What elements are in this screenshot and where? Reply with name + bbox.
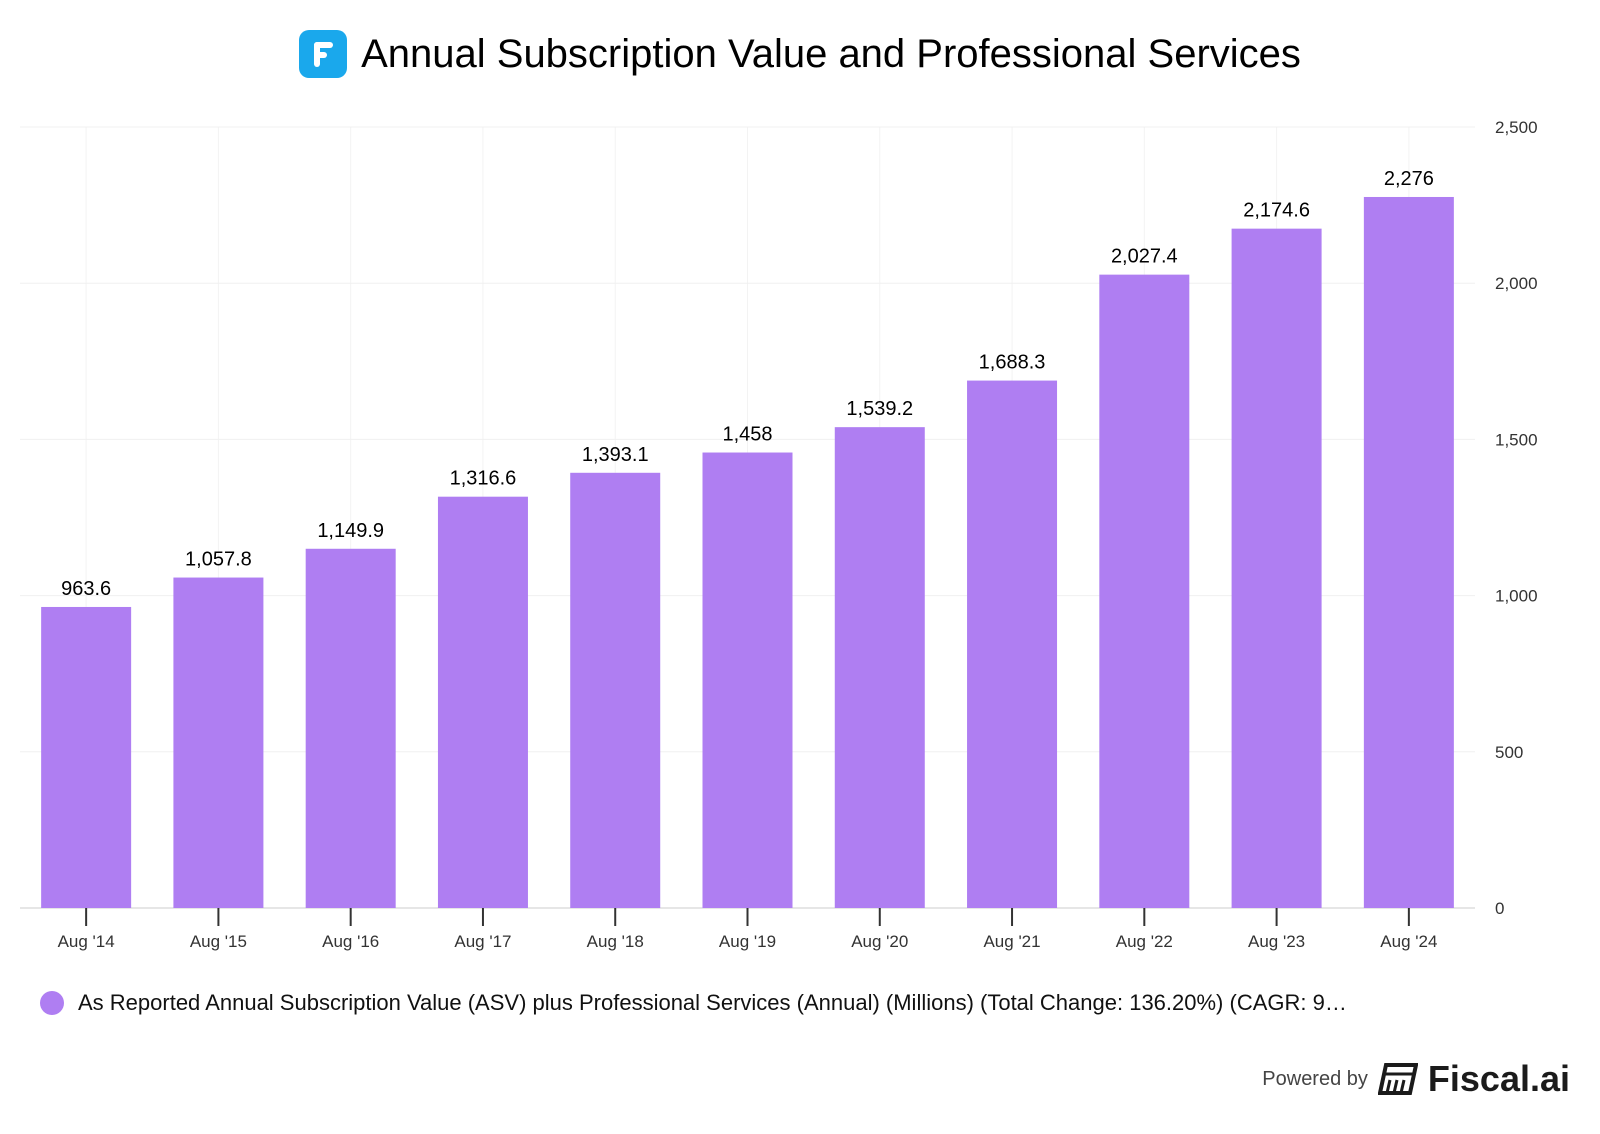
y-tick-label: 1,500 [1495, 430, 1538, 449]
x-tick-label: Aug '17 [454, 932, 511, 951]
x-tick-label: Aug '20 [851, 932, 908, 951]
bar[interactable] [173, 577, 264, 908]
bar[interactable] [41, 606, 132, 908]
fiscal-brand-icon [1377, 1063, 1418, 1095]
data-label: 1,458 [722, 424, 772, 446]
brand-name: Fiscal.ai [1427, 1058, 1570, 1099]
y-tick-label: 2,000 [1495, 274, 1538, 293]
x-tick-label: Aug '24 [1380, 932, 1437, 951]
x-tick-label: Aug '14 [58, 932, 115, 951]
bar[interactable] [305, 548, 396, 908]
legend-label: As Reported Annual Subscription Value (A… [78, 990, 1347, 1015]
powered-by-label: Powered by [1262, 1067, 1368, 1090]
footer: Powered by Fiscal.ai [1262, 1058, 1570, 1100]
data-label: 2,027.4 [1111, 246, 1178, 268]
x-tick-label: Aug '15 [190, 932, 247, 951]
bar-chart: 0 500 1,000 1,500 2,000 2,500 963.6 Aug '14 1,05… [20, 118, 1538, 951]
bar[interactable] [702, 452, 793, 908]
legend[interactable]: As Reported Annual Subscription Value (A… [40, 990, 1347, 1016]
y-tick-label: 0 [1495, 899, 1504, 918]
x-tick-label: Aug '18 [587, 932, 644, 951]
bar[interactable] [1231, 228, 1322, 908]
y-tick-label: 1,000 [1495, 587, 1538, 606]
data-label: 2,174.6 [1243, 200, 1310, 222]
y-tick-label: 500 [1495, 743, 1523, 762]
data-label: 2,276 [1384, 168, 1434, 190]
bar[interactable] [1363, 196, 1454, 908]
x-tick-label: Aug '22 [1116, 932, 1173, 951]
bar[interactable] [570, 472, 661, 908]
x-tick-label: Aug '21 [983, 932, 1040, 951]
bar[interactable] [1099, 274, 1190, 908]
x-tick-label: Aug '16 [322, 932, 379, 951]
bar[interactable] [437, 496, 528, 908]
bar[interactable] [967, 380, 1058, 908]
chart-title: Annual Subscription Value and Profession… [0, 30, 1600, 78]
fiscal-logo-icon [299, 30, 348, 78]
data-label: 1,057.8 [185, 549, 252, 571]
data-label: 1,316.6 [450, 468, 517, 490]
data-label: 1,539.2 [846, 398, 913, 420]
title-text: Annual Subscription Value and Profession… [361, 31, 1301, 76]
data-label: 1,149.9 [317, 520, 384, 542]
x-tick-label: Aug '19 [719, 932, 776, 951]
x-tick-label: Aug '23 [1248, 932, 1305, 951]
data-label: 963.6 [61, 578, 111, 600]
data-label: 1,688.3 [979, 352, 1046, 374]
data-label: 1,393.1 [582, 444, 649, 466]
bar[interactable] [834, 427, 925, 908]
y-tick-label: 2,500 [1495, 118, 1538, 137]
legend-marker [40, 991, 64, 1015]
